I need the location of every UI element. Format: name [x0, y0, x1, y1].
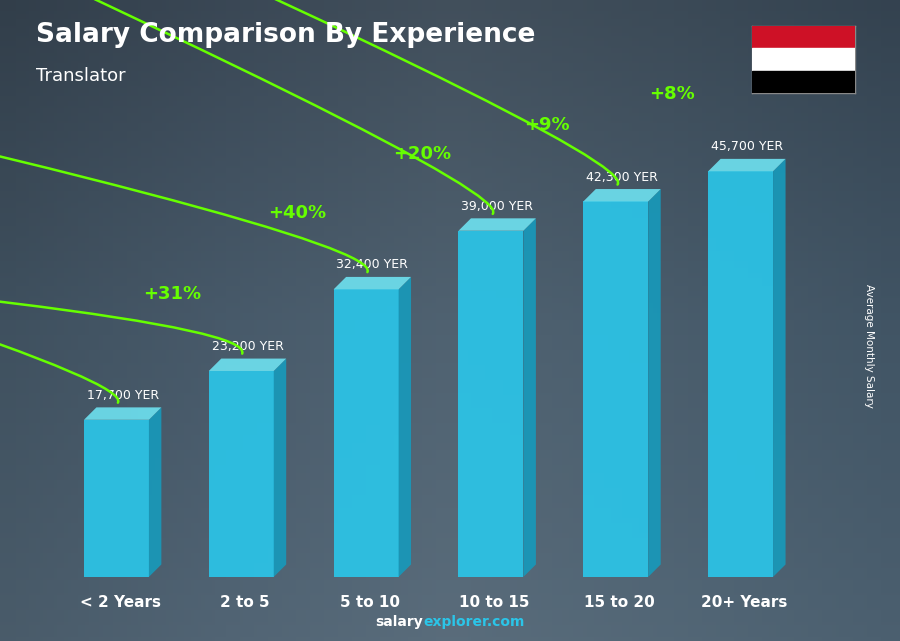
- Text: 10 to 15: 10 to 15: [459, 595, 530, 610]
- Text: +9%: +9%: [525, 115, 570, 134]
- Polygon shape: [399, 277, 411, 577]
- Polygon shape: [274, 358, 286, 577]
- Text: salary: salary: [375, 615, 423, 629]
- Text: 15 to 20: 15 to 20: [584, 595, 655, 610]
- Text: Salary Comparison By Experience: Salary Comparison By Experience: [36, 22, 536, 49]
- Text: 45,700 YER: 45,700 YER: [711, 140, 783, 153]
- Polygon shape: [773, 159, 786, 577]
- Polygon shape: [524, 219, 536, 577]
- Polygon shape: [334, 277, 411, 289]
- Text: +20%: +20%: [393, 145, 451, 163]
- Polygon shape: [458, 231, 524, 577]
- Text: +8%: +8%: [649, 85, 695, 103]
- Polygon shape: [209, 371, 274, 577]
- Bar: [752, 48, 855, 71]
- Polygon shape: [708, 171, 773, 577]
- Text: 32,400 YER: 32,400 YER: [337, 258, 409, 271]
- Text: 23,200 YER: 23,200 YER: [212, 340, 284, 353]
- Polygon shape: [583, 201, 648, 577]
- Text: 17,700 YER: 17,700 YER: [86, 389, 158, 402]
- Polygon shape: [708, 159, 786, 171]
- Text: < 2 Years: < 2 Years: [80, 595, 161, 610]
- Text: 39,000 YER: 39,000 YER: [461, 200, 533, 213]
- Bar: [752, 26, 855, 48]
- Text: 5 to 10: 5 to 10: [340, 595, 400, 610]
- Polygon shape: [148, 408, 161, 577]
- Text: explorer.com: explorer.com: [423, 615, 525, 629]
- Polygon shape: [84, 420, 148, 577]
- Polygon shape: [458, 219, 536, 231]
- Polygon shape: [648, 189, 661, 577]
- Text: 42,300 YER: 42,300 YER: [586, 171, 658, 183]
- Polygon shape: [209, 358, 286, 371]
- Bar: [752, 71, 855, 93]
- Text: 20+ Years: 20+ Years: [701, 595, 788, 610]
- Text: 2 to 5: 2 to 5: [220, 595, 270, 610]
- Text: +31%: +31%: [143, 285, 202, 303]
- Polygon shape: [583, 189, 661, 201]
- Text: Average Monthly Salary: Average Monthly Salary: [863, 284, 874, 408]
- Polygon shape: [334, 289, 399, 577]
- Text: +40%: +40%: [268, 204, 327, 222]
- Text: Translator: Translator: [36, 67, 126, 85]
- Polygon shape: [84, 408, 161, 420]
